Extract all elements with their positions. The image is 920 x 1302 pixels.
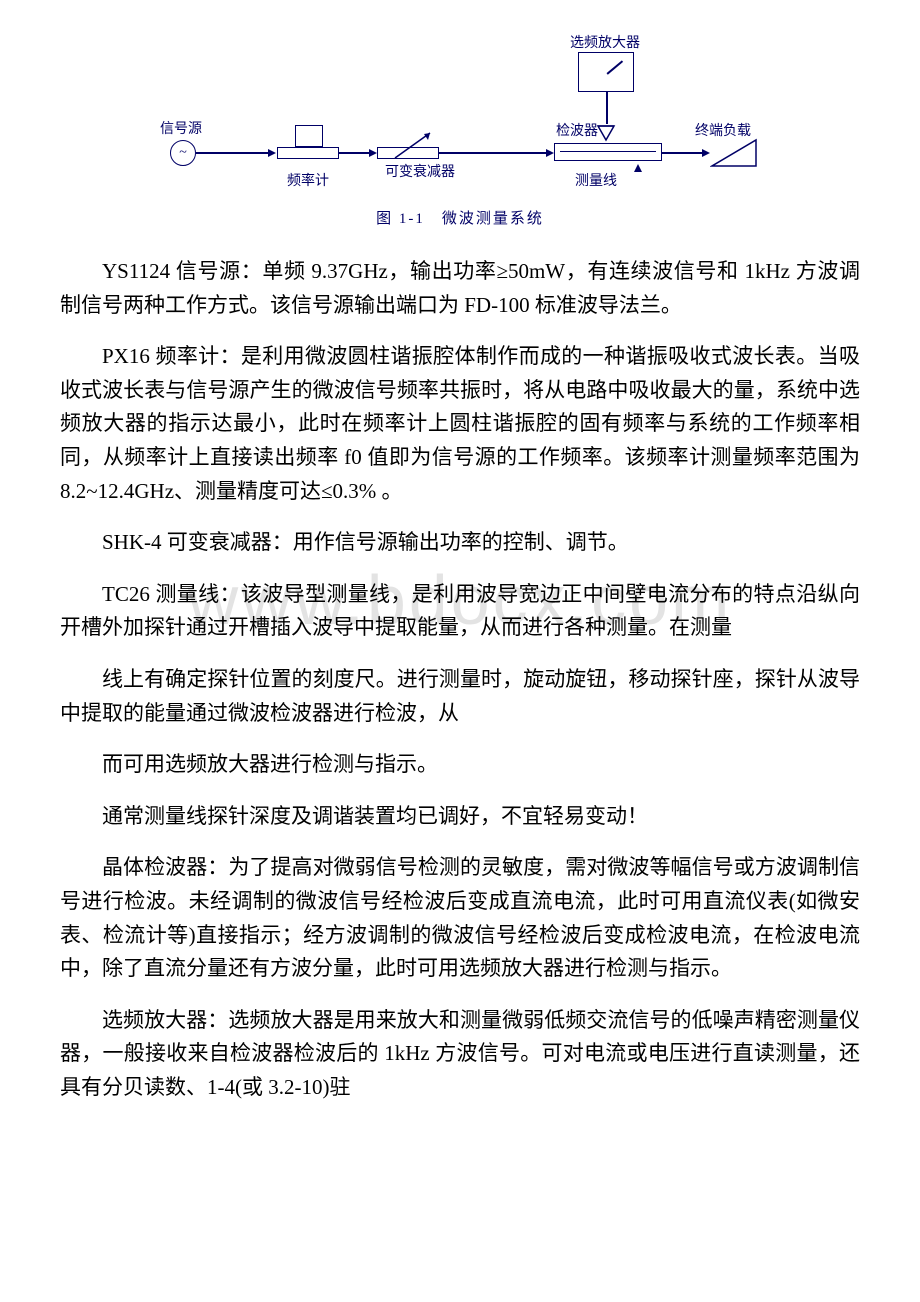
- diagram: 选频放大器 信号源 检波器 终端负载 ~: [140, 30, 780, 240]
- paragraph-7: 通常测量线探针深度及调谐装置均已调好，不宜轻易变动！: [60, 800, 860, 834]
- hline-3: [439, 152, 549, 154]
- paragraph-8: 晶体检波器：为了提高对微弱信号检测的灵敏度，需对微波等幅信号或方波调制信号进行检…: [60, 851, 860, 985]
- detector-triangle: [596, 124, 616, 142]
- meter-box: [578, 52, 634, 92]
- arrow-4: [702, 149, 710, 157]
- hline-2: [339, 152, 372, 154]
- hline-1: [196, 152, 271, 154]
- attenuator-arrow: [390, 130, 440, 160]
- detector-label: 检波器: [556, 120, 598, 140]
- amplifier-label: 选频放大器: [570, 32, 640, 52]
- meter-needle: [607, 60, 623, 74]
- paragraph-9: 选频放大器：选频放大器是用来放大和测量微弱低频交流信号的低噪声精密测量仪器，一般…: [60, 1004, 860, 1105]
- attenuator-label: 可变衰减器: [385, 165, 455, 180]
- paragraph-4: TC26 测量线：该波导型测量线，是利用波导宽边正中间壁电流分布的特点沿纵向开槽…: [60, 578, 860, 645]
- arrow-2: [369, 149, 377, 157]
- attenuator-text: 可变衰减器: [385, 165, 455, 180]
- diagram-caption: 图 1-1 微波测量系统: [140, 207, 780, 228]
- signal-source-circle: ~: [170, 140, 196, 166]
- signal-source-label: 信号源: [160, 118, 202, 138]
- freq-meter-label: 频率计: [287, 170, 329, 190]
- arrow-1: [268, 149, 276, 157]
- measure-line-label: 测量线: [575, 170, 617, 190]
- freq-meter-base: [277, 147, 339, 159]
- hline-4: [662, 152, 705, 154]
- arrow-up-measure: [634, 164, 642, 172]
- paragraph-1: YS1124 信号源：单频 9.37GHz，输出功率≥50mW，有连续波信号和 …: [60, 255, 860, 322]
- freq-meter-top: [295, 125, 323, 147]
- measure-line-box: [554, 143, 662, 161]
- arrow-3: [546, 149, 554, 157]
- line-meter-down: [606, 92, 608, 124]
- paragraph-3: SHK-4 可变衰减器：用作信号源输出功率的控制、调节。: [60, 526, 860, 560]
- measure-slot: [560, 151, 656, 152]
- terminal-load-triangle: [710, 136, 760, 168]
- paragraph-2: PX16 频率计：是利用微波圆柱谐振腔体制作而成的一种谐振吸收式波长表。当吸收式…: [60, 340, 860, 508]
- paragraph-6: 而可用选频放大器进行检测与指示。: [60, 748, 860, 782]
- paragraph-5: 线上有确定探针位置的刻度尺。进行测量时，旋动旋钮，移动探针座，探针从波导中提取的…: [60, 663, 860, 730]
